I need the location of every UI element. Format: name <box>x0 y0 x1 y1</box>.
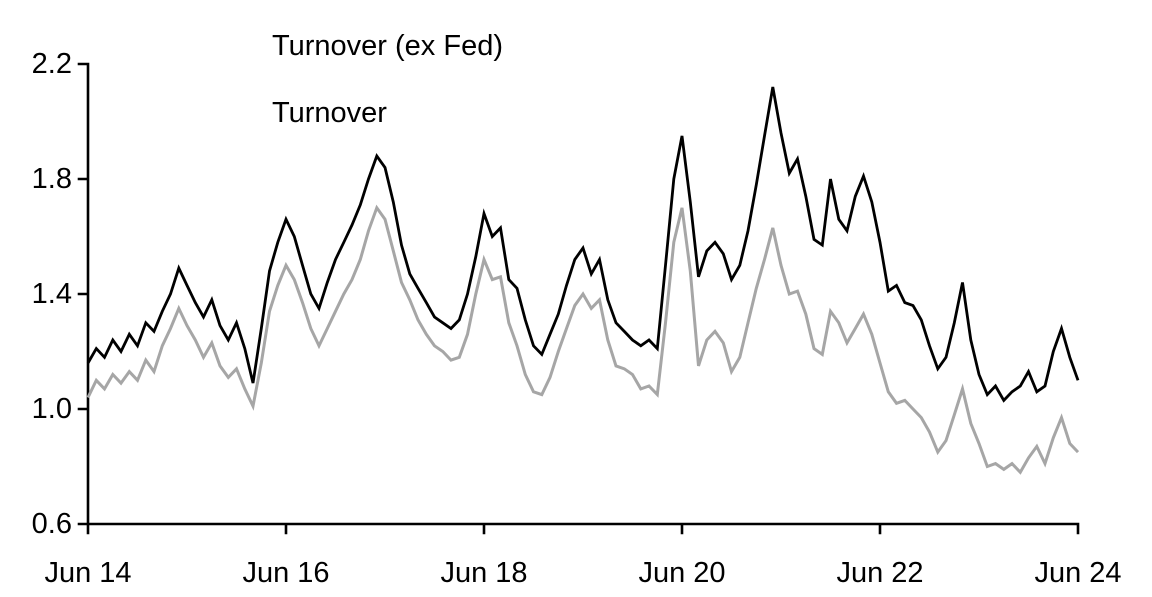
legend-item-turnover: Turnover <box>170 97 387 129</box>
y-tick-label: 0.6 <box>31 508 72 540</box>
y-tick-label: 2.2 <box>31 48 72 80</box>
x-tick-label: Jun 20 <box>638 557 726 589</box>
x-tick-label: Jun 18 <box>440 557 528 589</box>
series-line-turnover <box>86 204 1080 475</box>
legend-swatch-gray-line <box>170 111 262 115</box>
y-tick-label: 1.4 <box>31 278 72 310</box>
series-line-turnover-ex-fed <box>86 86 1080 403</box>
legend-label: Turnover <box>272 97 387 129</box>
x-tick-label: Jun 22 <box>836 557 924 589</box>
x-tick-label: Jun 14 <box>44 557 132 589</box>
legend-swatch-black-line <box>170 44 262 48</box>
axis-lines <box>77 62 1080 535</box>
y-tick-label: 1.0 <box>31 393 72 425</box>
x-tick-label: Jun 24 <box>1034 557 1122 589</box>
legend-item-turnover-ex-fed: Turnover (ex Fed) <box>170 30 503 62</box>
y-tick-label: 1.8 <box>31 163 72 195</box>
x-tick-label: Jun 16 <box>242 557 330 589</box>
legend-label: Turnover (ex Fed) <box>272 30 503 62</box>
